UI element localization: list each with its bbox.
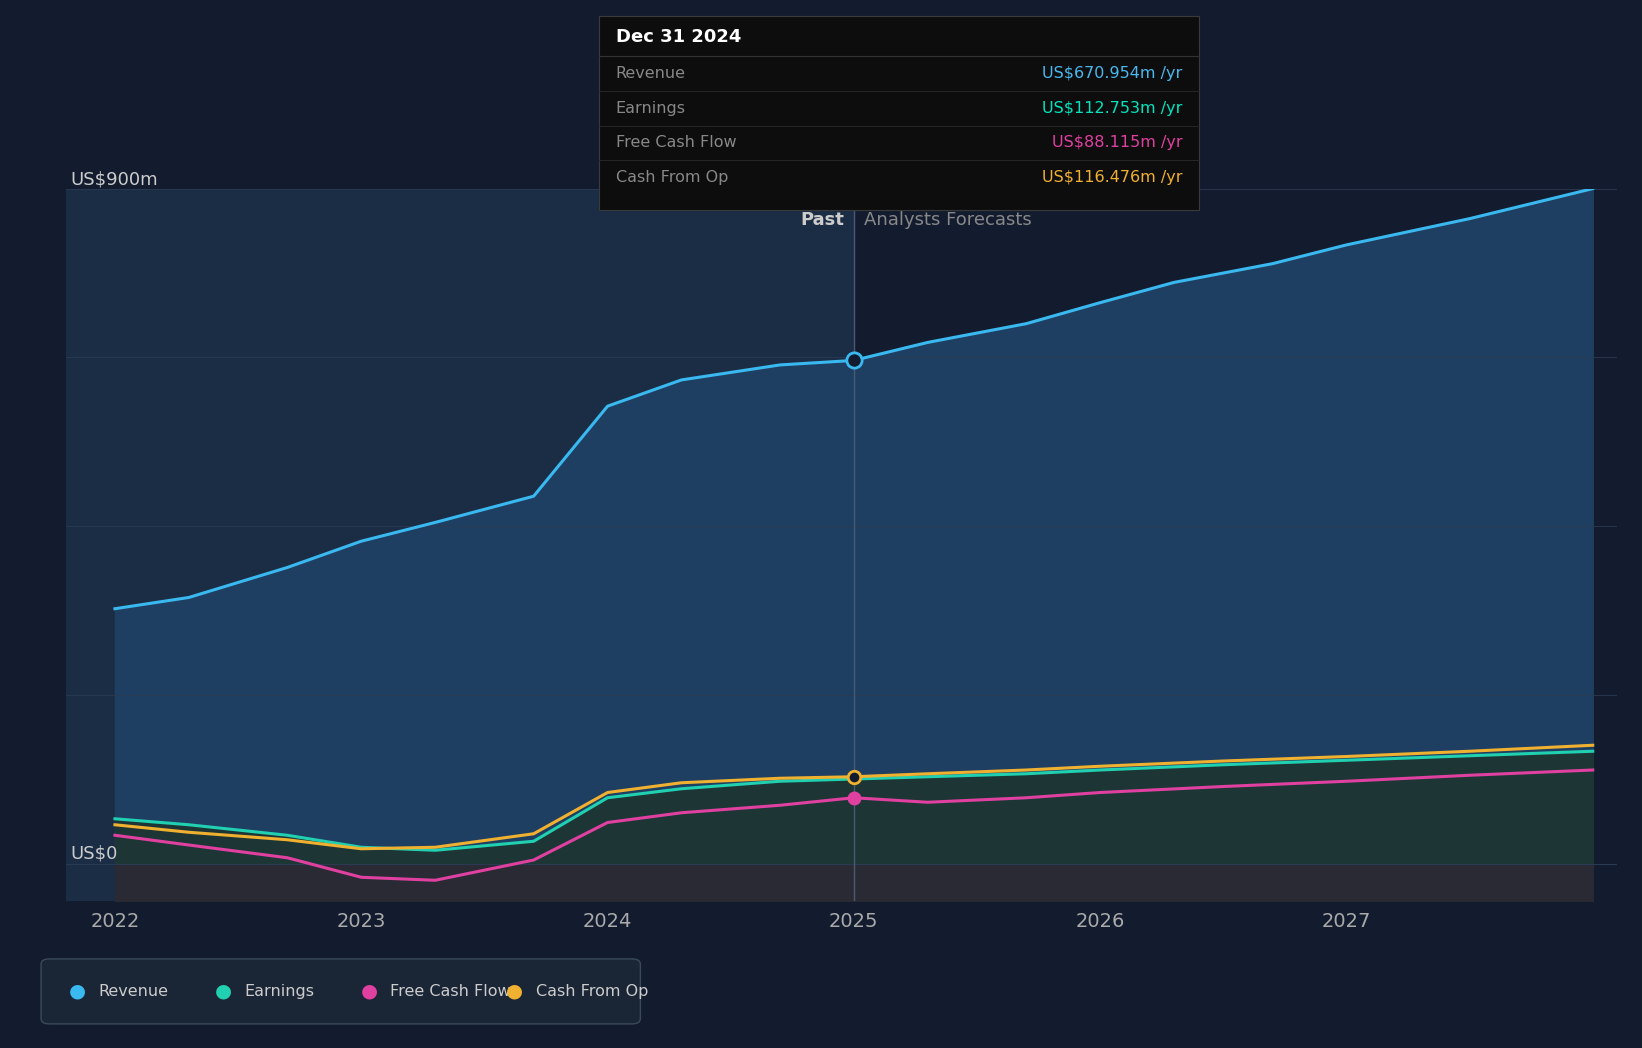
Text: Free Cash Flow: Free Cash Flow: [391, 984, 511, 999]
Text: Free Cash Flow: Free Cash Flow: [616, 135, 736, 150]
Text: US$0: US$0: [71, 845, 118, 863]
Text: Dec 31 2024: Dec 31 2024: [616, 28, 741, 46]
Text: ●: ●: [506, 982, 524, 1001]
Text: Revenue: Revenue: [99, 984, 169, 999]
Text: Past: Past: [800, 211, 844, 230]
Bar: [66, 189, 854, 901]
Text: Earnings: Earnings: [245, 984, 314, 999]
Text: ●: ●: [215, 982, 232, 1001]
Text: US$670.954m /yr: US$670.954m /yr: [1043, 66, 1182, 81]
Text: US$112.753m /yr: US$112.753m /yr: [1043, 101, 1182, 115]
Text: US$900m: US$900m: [71, 171, 158, 189]
Text: Analysts Forecasts: Analysts Forecasts: [864, 211, 1031, 230]
Text: ●: ●: [361, 982, 378, 1001]
Text: Earnings: Earnings: [616, 101, 686, 115]
Text: Revenue: Revenue: [616, 66, 686, 81]
Text: US$88.115m /yr: US$88.115m /yr: [1051, 135, 1182, 150]
Text: ●: ●: [69, 982, 85, 1001]
Text: US$116.476m /yr: US$116.476m /yr: [1041, 170, 1182, 184]
Text: Cash From Op: Cash From Op: [535, 984, 649, 999]
Bar: [854, 189, 1617, 901]
Text: Cash From Op: Cash From Op: [616, 170, 727, 184]
